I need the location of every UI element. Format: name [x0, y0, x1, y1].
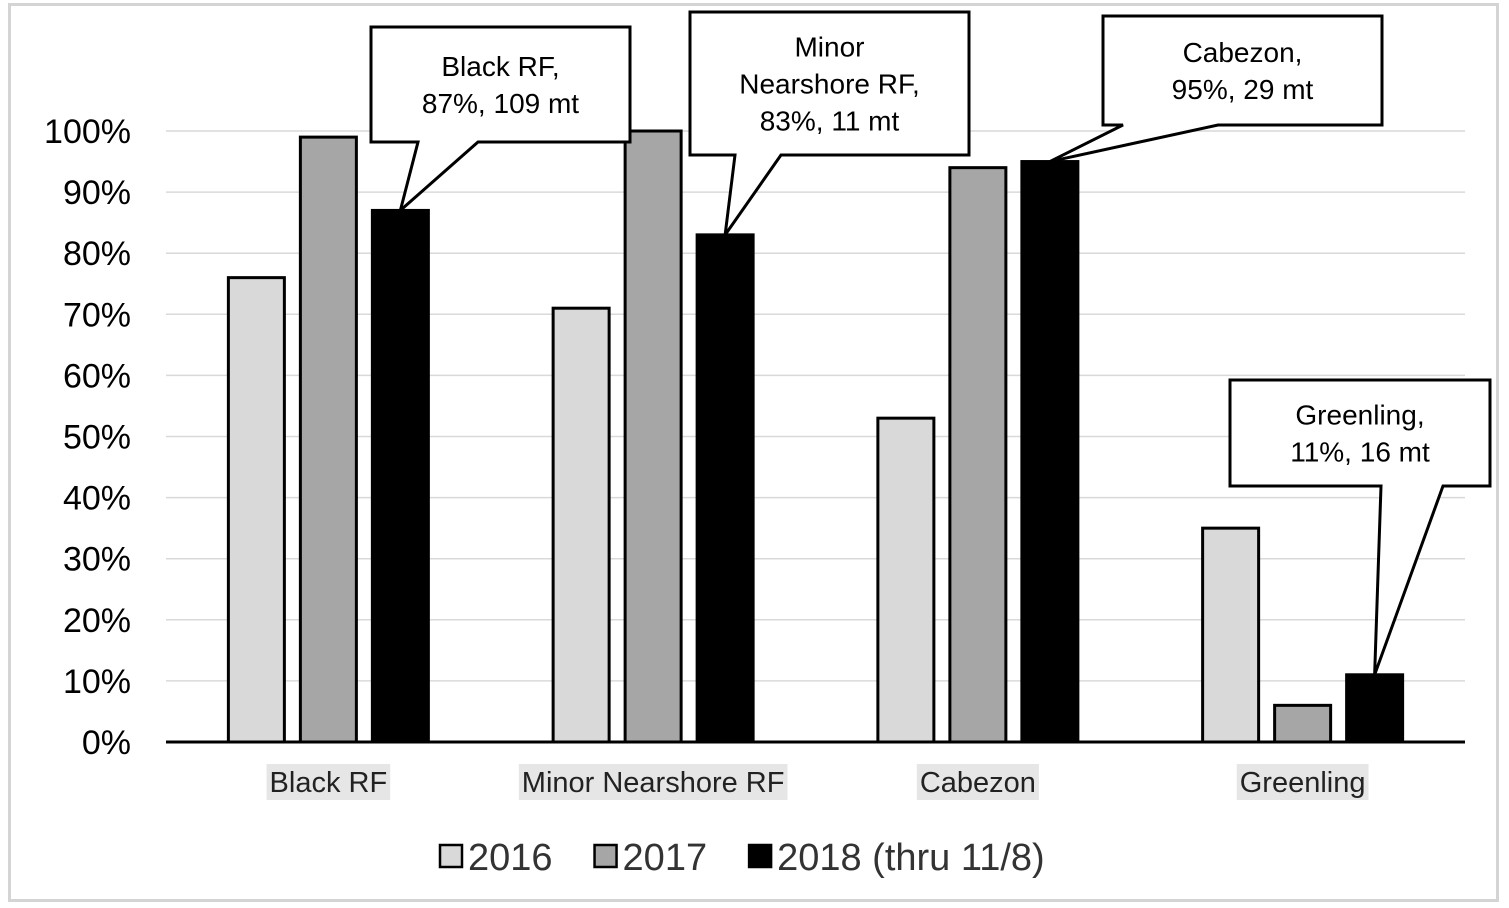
bar-2018-cabezon — [1020, 160, 1080, 744]
y-tick-label: 0% — [82, 724, 131, 762]
callout-text-line: Minor — [794, 32, 864, 63]
legend[interactable]: 2016 2017 2018 (thru 11/8) — [438, 837, 1045, 879]
y-tick-label: 20% — [63, 602, 131, 640]
legend-label: 2017 — [623, 837, 708, 879]
y-tick-label: 50% — [63, 419, 131, 457]
callout-box — [1228, 378, 1492, 676]
callout-box — [369, 25, 632, 215]
bar-2018-greenling — [1345, 673, 1405, 744]
category-label: Cabezon — [920, 767, 1036, 799]
callout-text-line: 83%, 11 mt — [760, 106, 900, 137]
callout-black-rf: Black RF, 87%, 109 mt — [369, 25, 632, 215]
y-tick-label: 70% — [63, 296, 131, 334]
callout-text-line: 87%, 109 mt — [422, 88, 579, 119]
y-tick-label: 40% — [63, 480, 131, 518]
callout-cabezon: Cabezon, 95%, 29 mt — [1049, 14, 1384, 164]
callouts: Black RF, 87%, 109 mt Minor Nearshore RF, 83… — [369, 10, 1492, 676]
bar-2018-minor-nearshore-rf — [695, 233, 755, 744]
legend-item-2018[interactable]: 2018 (thru 11/8) — [747, 837, 1045, 879]
category-label-highlight — [518, 764, 788, 800]
callout-box — [1049, 14, 1384, 164]
callout-greenling: Greenling, 11%, 16 mt — [1228, 378, 1492, 676]
callout-text-line: 95%, 29 mt — [1172, 74, 1314, 105]
category-label: Greenling — [1240, 767, 1366, 799]
callout-text-line: Greenling, — [1295, 400, 1424, 431]
callout-text-line: 11%, 16 mt — [1290, 437, 1430, 468]
y-tick-label: 90% — [63, 174, 131, 212]
category-label: Black RF — [270, 767, 388, 799]
legend-swatch — [747, 843, 773, 869]
callout-minor-nearshore-rf: Minor Nearshore RF, 83%, 11 mt — [688, 10, 971, 236]
callout-text-line: Black RF, — [441, 51, 559, 82]
bar-2016-minor-nearshore-rf — [551, 306, 611, 744]
bar-2018-black-rf — [370, 208, 430, 744]
bar-2016-cabezon — [876, 416, 936, 744]
category-label-highlight — [266, 764, 391, 800]
legend-item-2016[interactable]: 2016 — [438, 837, 553, 879]
callout-text-line: Nearshore RF, — [739, 69, 920, 100]
bar-2016-black-rf — [226, 276, 286, 744]
legend-label: 2018 (thru 11/8) — [777, 837, 1045, 879]
y-tick-label: 100% — [44, 113, 131, 151]
bar-2017-greenling — [1273, 703, 1333, 744]
y-axis-tick-labels: 0% 10% 20% 30% 40% 50% 60% 70% 80% 90% 100% — [44, 113, 131, 762]
category-label-highlight — [916, 764, 1039, 800]
category-label: Minor Nearshore RF — [522, 767, 785, 799]
bar-2017-black-rf — [298, 135, 358, 744]
legend-swatch — [593, 843, 618, 869]
y-tick-label: 60% — [63, 357, 131, 395]
callout-text-line: Cabezon, — [1183, 37, 1303, 68]
category-label-highlight — [1236, 764, 1369, 800]
y-tick-label: 10% — [63, 663, 131, 701]
y-tick-label: 30% — [63, 541, 131, 579]
legend-item-2017[interactable]: 2017 — [593, 837, 708, 879]
y-tick-label: 80% — [63, 235, 131, 273]
legend-swatch — [438, 843, 464, 869]
bar-2016-greenling — [1201, 526, 1261, 744]
bar-2017-cabezon — [948, 166, 1008, 744]
callout-box — [688, 10, 971, 236]
legend-label: 2016 — [468, 837, 553, 879]
bar-2017-minor-nearshore-rf — [623, 129, 683, 744]
category-labels: Black RF Minor Nearshore RF Cabezon Greenli… — [266, 764, 1369, 800]
